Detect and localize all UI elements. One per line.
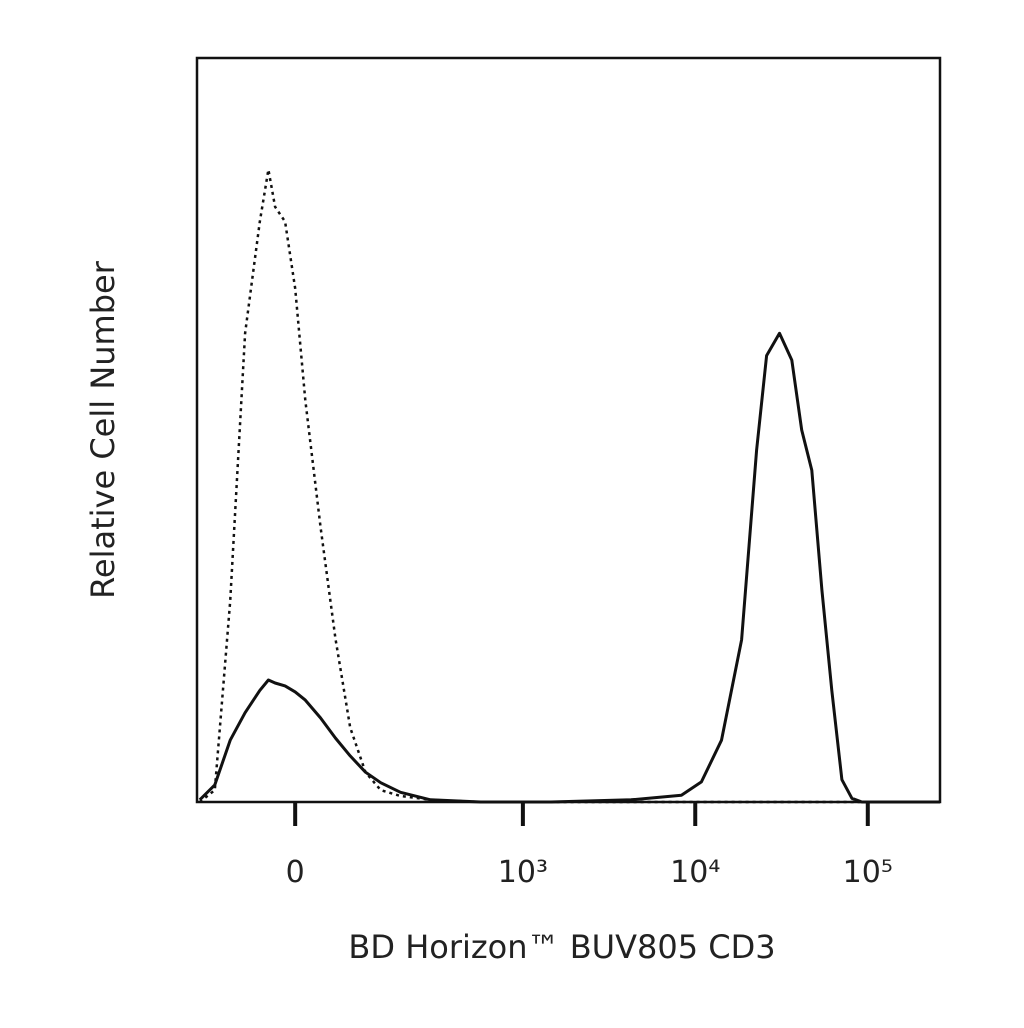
x-tick-label: 10⁵ xyxy=(843,855,893,890)
y-axis-label: Relative Cell Number xyxy=(84,260,122,599)
x-tick-label: 10⁴ xyxy=(670,855,720,890)
x-axis-label: BD Horizon™ BUV805 CD3 xyxy=(348,928,775,966)
plot-frame xyxy=(195,56,942,804)
histogram-line xyxy=(198,331,940,804)
x-tick-label: 0 xyxy=(286,855,305,890)
x-tick-label: 10³ xyxy=(498,855,548,890)
